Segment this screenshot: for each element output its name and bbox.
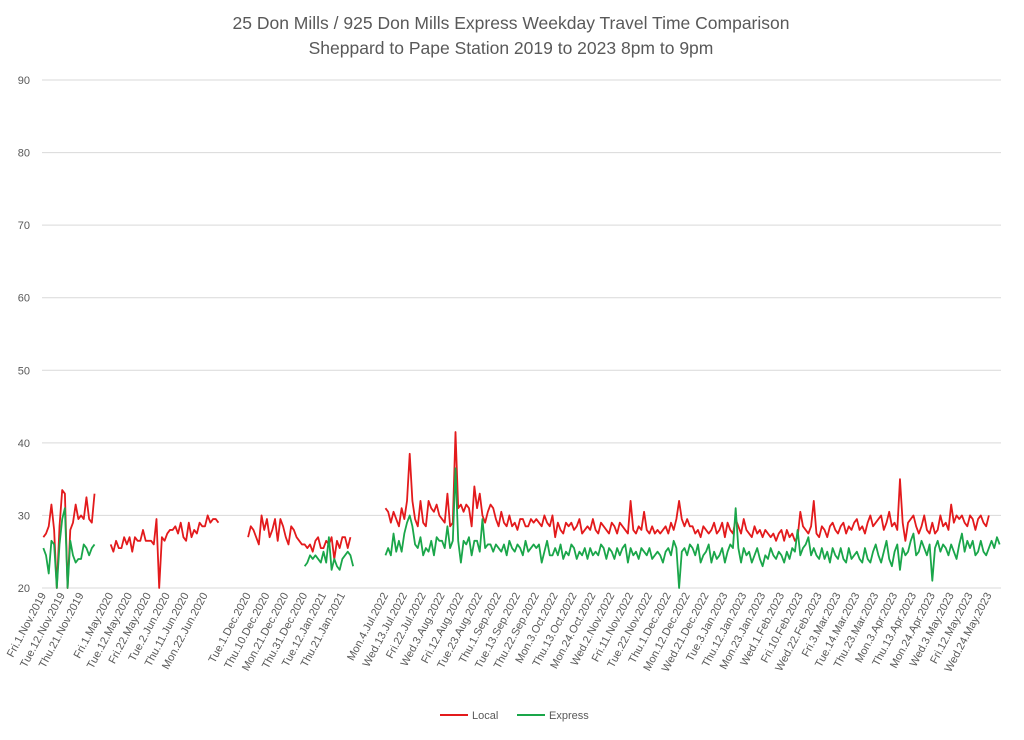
chart-subtitle: Sheppard to Pape Station 2019 to 2023 8p… <box>309 38 714 58</box>
series-line-local-segment <box>247 514 352 560</box>
gridlines <box>42 79 1001 589</box>
y-tick-label: 40 <box>18 438 30 450</box>
y-tick-label: 60 <box>18 293 30 305</box>
series-line-local-segment <box>109 514 220 589</box>
y-tick-label: 30 <box>18 510 30 522</box>
y-axis-tick-labels: 20 30 40 50 60 70 80 90 <box>18 75 30 595</box>
legend-label-local: Local <box>472 710 498 722</box>
y-tick-label: 70 <box>18 220 30 232</box>
legend: Local Express <box>440 710 589 722</box>
chart-title: 25 Don Mills / 925 Don Mills Express Wee… <box>233 13 790 33</box>
y-tick-label: 50 <box>18 365 30 377</box>
series-line-express-segment <box>42 507 96 589</box>
y-tick-label: 90 <box>18 75 30 87</box>
y-tick-label: 20 <box>18 583 30 595</box>
x-axis-tick-labels: Fri.1.Nov.2019Tue.12.Nov.2019Thu.21.Nov.… <box>5 591 995 675</box>
legend-label-express: Express <box>549 710 589 722</box>
y-tick-label: 80 <box>18 148 30 160</box>
series-line-express-segment <box>384 467 1001 589</box>
series-line-express-segment <box>303 536 355 571</box>
series-line-local-segment <box>384 431 990 542</box>
series-lines <box>42 431 1001 589</box>
